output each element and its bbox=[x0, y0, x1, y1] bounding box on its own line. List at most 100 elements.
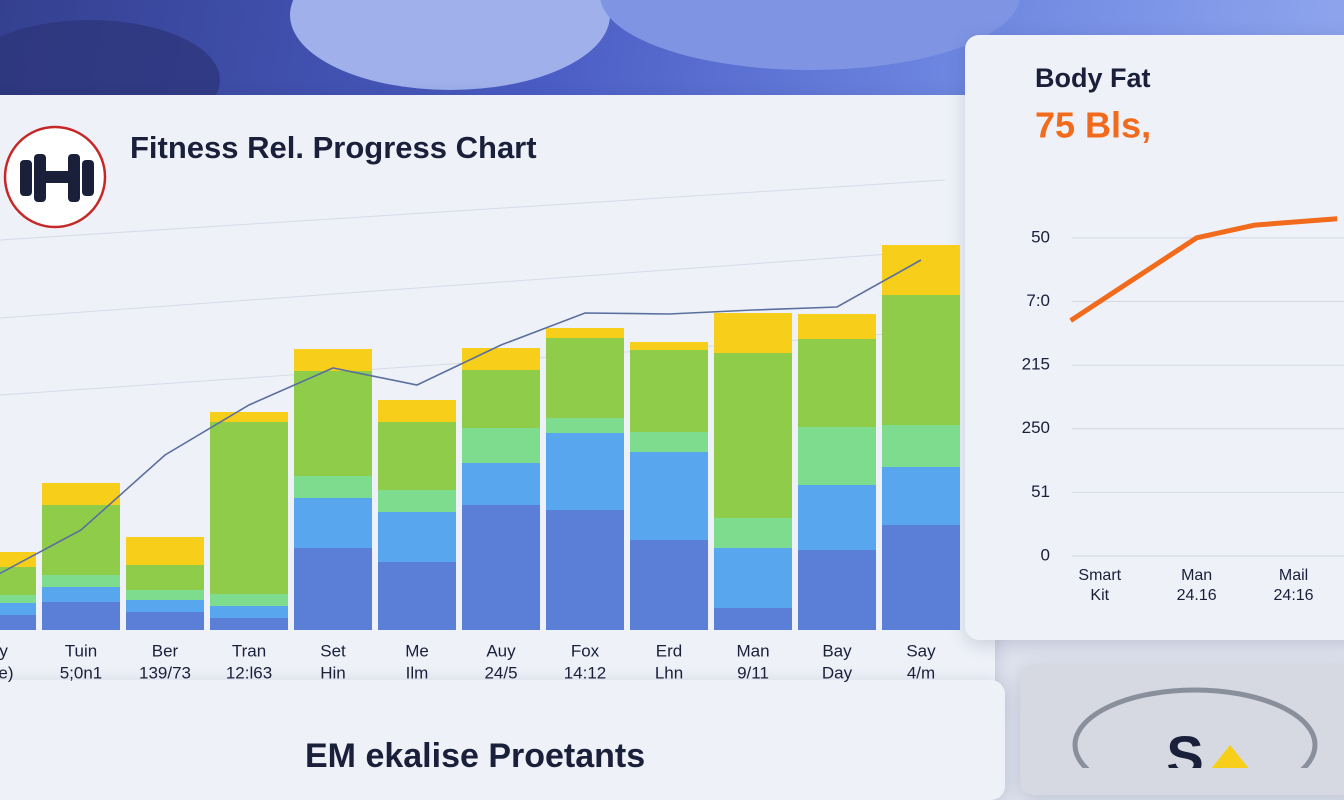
x-tick-label: Bay bbox=[822, 641, 852, 660]
bar-segment bbox=[462, 348, 540, 370]
bar-segment bbox=[714, 518, 792, 548]
bar-segment bbox=[210, 606, 288, 618]
bar-segment bbox=[0, 603, 36, 615]
bar-segment bbox=[294, 371, 372, 476]
y-tick-label: 51 bbox=[1031, 482, 1050, 501]
x-tick-sublabel: 24:16 bbox=[1274, 587, 1314, 604]
bar-segment bbox=[882, 425, 960, 467]
x-tick-sublabel: 139/73 bbox=[139, 663, 191, 682]
bar-segment bbox=[546, 510, 624, 630]
side-card bbox=[965, 35, 1344, 640]
bar-segment bbox=[210, 594, 288, 606]
bar-segment bbox=[798, 485, 876, 550]
y-tick-label: 7:0 bbox=[1026, 291, 1050, 310]
x-tick-label: Man bbox=[1181, 567, 1212, 584]
bar-segment bbox=[882, 245, 960, 295]
y-tick-label: 250 bbox=[1022, 418, 1050, 437]
bar-segment bbox=[294, 498, 372, 548]
bar-segment bbox=[42, 602, 120, 630]
side-value: 75 Bls, bbox=[1035, 105, 1151, 146]
x-tick-sublabel: Dre) bbox=[0, 663, 14, 682]
x-tick-label: Tran bbox=[232, 641, 266, 660]
body-fat-line bbox=[1069, 216, 1338, 323]
bar-segment bbox=[0, 567, 36, 595]
x-tick-label: Set bbox=[320, 641, 346, 660]
x-tick-label: Erd bbox=[656, 641, 682, 660]
bar-segment bbox=[882, 525, 960, 630]
bar-segment bbox=[714, 548, 792, 608]
trend-line bbox=[0, 259, 922, 575]
x-tick-sublabel: 4/m bbox=[907, 663, 935, 682]
bar-segment bbox=[546, 433, 624, 510]
bar-segment bbox=[210, 618, 288, 630]
x-tick-label: Ber bbox=[152, 641, 179, 660]
bar-segment bbox=[714, 353, 792, 518]
x-tick-label: Tuin bbox=[65, 641, 97, 660]
x-tick-label: Fox bbox=[571, 641, 600, 660]
bar-segment bbox=[630, 540, 708, 630]
x-tick-label: Say bbox=[906, 641, 936, 660]
bar-segment bbox=[462, 370, 540, 428]
badge-ring bbox=[1072, 687, 1318, 768]
bar-segment bbox=[210, 412, 288, 422]
x-tick-sublabel: Kit bbox=[1090, 587, 1109, 604]
bar-segment bbox=[42, 505, 120, 575]
bar-segment bbox=[0, 615, 36, 630]
x-tick-label: Smart bbox=[1078, 567, 1121, 584]
bar-segment bbox=[126, 612, 204, 630]
x-tick-sublabel: 14:12 bbox=[564, 663, 607, 682]
bar-segment bbox=[798, 550, 876, 630]
bar-segment bbox=[798, 339, 876, 427]
y-tick-label: 0 bbox=[1041, 545, 1050, 564]
x-tick-sublabel: 12:l63 bbox=[226, 663, 272, 682]
bar-segment bbox=[462, 428, 540, 463]
x-tick-sublabel: 24.16 bbox=[1177, 587, 1217, 604]
side-title: Body Fat bbox=[1035, 63, 1151, 93]
x-tick-label: Mail bbox=[1279, 567, 1308, 584]
bar-segment bbox=[126, 590, 204, 600]
bar-segment bbox=[378, 400, 456, 422]
bar-segment bbox=[378, 512, 456, 562]
bar-segment bbox=[630, 342, 708, 350]
bar-segment bbox=[294, 349, 372, 371]
y-tick-label: 215 bbox=[1022, 355, 1050, 374]
bar-segment bbox=[294, 548, 372, 630]
bar-segment bbox=[882, 467, 960, 525]
dumbbell-icon bbox=[20, 154, 94, 202]
x-tick-label: Man bbox=[736, 641, 769, 660]
bar-segment bbox=[210, 422, 288, 594]
bar-segment bbox=[42, 575, 120, 587]
bar-segment bbox=[546, 418, 624, 433]
x-tick-sublabel: 24/5 bbox=[484, 663, 517, 682]
badge-accent bbox=[1211, 745, 1249, 768]
bar-segment bbox=[42, 587, 120, 602]
bar-segment bbox=[378, 562, 456, 630]
bar-segment bbox=[882, 295, 960, 425]
bar-segment bbox=[630, 452, 708, 540]
x-tick-sublabel: Day bbox=[822, 663, 853, 682]
badge-letter: S bbox=[1166, 724, 1203, 768]
bar-segment bbox=[630, 432, 708, 452]
bar-segment bbox=[630, 350, 708, 432]
y-tick-label: 50 bbox=[1031, 227, 1050, 246]
x-tick-sublabel: Lhn bbox=[655, 663, 683, 682]
bar-segment bbox=[798, 427, 876, 485]
bar-segment bbox=[378, 490, 456, 512]
x-tick-sublabel: 9/11 bbox=[737, 663, 769, 682]
bar-segment bbox=[798, 314, 876, 339]
bar-segment bbox=[546, 328, 624, 338]
bar-segment bbox=[42, 483, 120, 505]
bar-segment bbox=[462, 463, 540, 505]
dashboard-drawing: Fitness Rel. Progress Chart Body Fat 75 … bbox=[0, 63, 1344, 768]
bar-segment bbox=[546, 338, 624, 418]
x-tick-sublabel: Ilm bbox=[406, 663, 429, 682]
bar-segment bbox=[462, 505, 540, 630]
x-tick-label: Me bbox=[405, 641, 429, 660]
bar-segment bbox=[126, 537, 204, 565]
bar-segment bbox=[0, 552, 36, 567]
bar-segment bbox=[714, 608, 792, 630]
bar-segment bbox=[714, 313, 792, 353]
chart-title: Fitness Rel. Progress Chart bbox=[130, 130, 537, 165]
